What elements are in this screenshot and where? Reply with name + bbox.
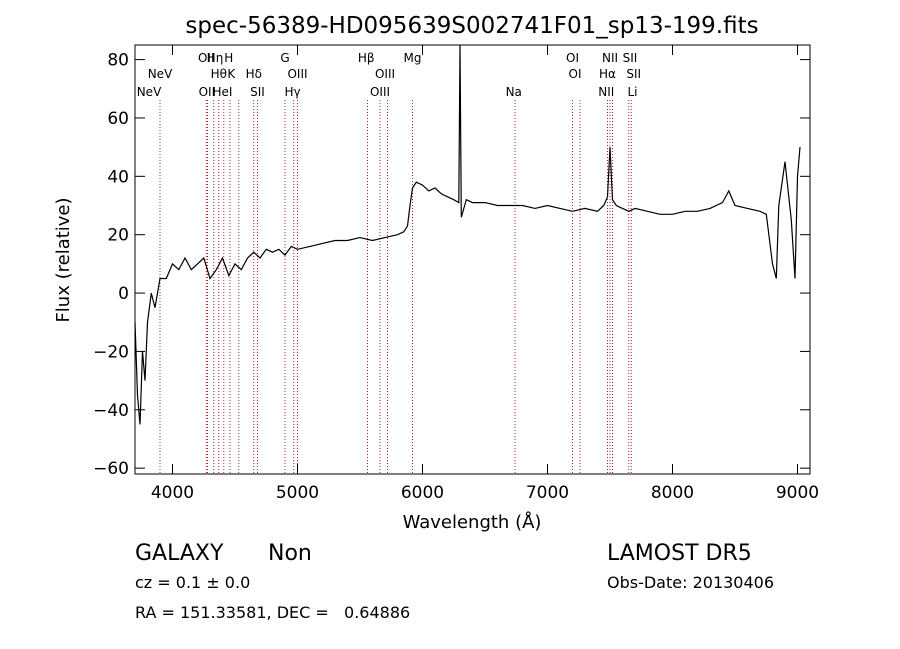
spectrum-series <box>134 44 801 425</box>
x-tick-label: 6000 <box>401 483 444 503</box>
y-tick-label: −20 <box>93 342 129 362</box>
y-axis-label: Flux (relative) <box>53 197 74 322</box>
marker-label: Mg <box>404 51 422 65</box>
marker-label: Hβ <box>358 51 375 65</box>
x-tick-label: 5000 <box>276 483 319 503</box>
marker-label: NeV <box>137 85 162 99</box>
object-class: GALAXY <box>135 541 224 566</box>
marker-label: SII <box>623 51 638 65</box>
y-tick-label: 40 <box>107 167 129 187</box>
plot-frame <box>134 44 811 475</box>
marker-label: OI <box>566 51 579 65</box>
y-tick-label: −40 <box>93 401 129 421</box>
marker-label: Hδ <box>246 67 262 81</box>
marker-label: OII <box>199 85 216 99</box>
marker-label: Hγ <box>284 85 300 99</box>
marker-label: OIII <box>370 85 390 99</box>
chart-title: spec-56389-HD095639S002741F01_sp13-199.f… <box>185 13 758 39</box>
x-tick-label: 8000 <box>651 483 694 503</box>
marker-label: Hη <box>207 51 224 65</box>
marker-label: NII <box>602 51 618 65</box>
y-tick-label: −60 <box>93 459 129 479</box>
y-tick-label: 20 <box>107 226 129 246</box>
marker-label: NII <box>598 85 614 99</box>
survey-name: LAMOST DR5 <box>607 541 752 566</box>
y-tick-label: 60 <box>107 109 129 129</box>
observation-date: Obs-Date: 20130406 <box>607 573 775 592</box>
marker-label: Hθ <box>211 67 227 81</box>
marker-label: OIII <box>287 67 307 81</box>
redshift-cz: cz = 0.1 ± 0.0 <box>135 573 251 592</box>
marker-label: Hα <box>599 67 616 81</box>
marker-label: HeI <box>213 85 233 99</box>
x-tick-label: 4000 <box>151 483 194 503</box>
marker-label: G <box>280 51 289 65</box>
coordinates: RA = 151.33581, DEC = 0.64886 <box>135 603 411 622</box>
y-tick-label: 0 <box>118 284 129 304</box>
marker-label: H <box>224 51 233 65</box>
marker-label: OII <box>198 51 215 65</box>
marker-label: OI <box>569 67 582 81</box>
marker-label: NeV <box>148 67 173 81</box>
object-subclass: Non <box>268 541 312 566</box>
x-axis-label: Wavelength (Å) <box>403 511 542 533</box>
axes: 4000 5000 6000 7000 8000 9000 −60 −40 −20 0 20 40 60… <box>93 45 819 503</box>
marker-label: Na <box>506 85 522 99</box>
marker-label: SII <box>626 67 641 81</box>
y-tick-label: 80 <box>107 51 129 71</box>
marker-label: SII <box>250 85 265 99</box>
x-tick-label: 7000 <box>526 483 569 503</box>
marker-label: OIII <box>375 67 395 81</box>
spectrum-line <box>134 44 801 425</box>
marker-label: Li <box>627 85 637 99</box>
marker-label: K <box>227 67 236 81</box>
x-tick-label: 9000 <box>776 483 819 503</box>
